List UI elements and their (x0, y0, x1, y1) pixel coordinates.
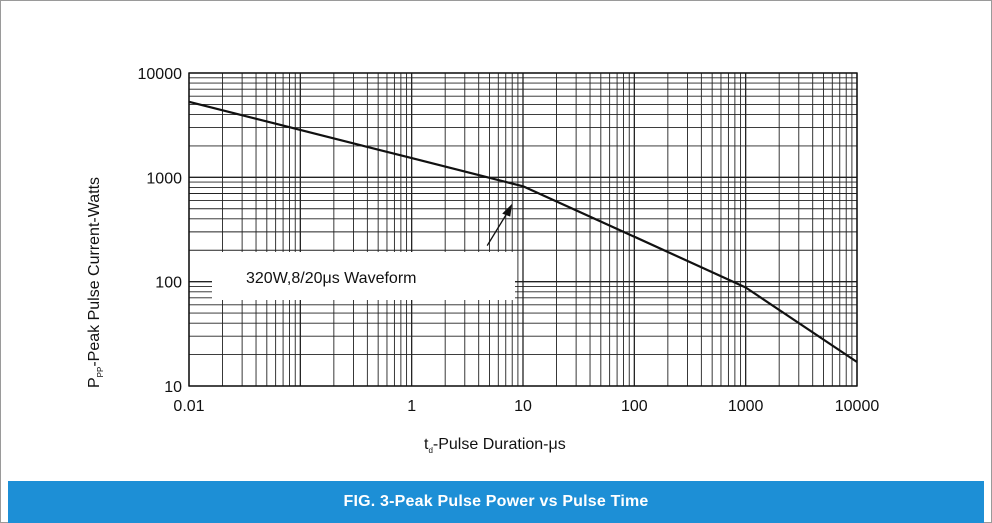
y-axis-title: PPP-Peak Pulse Current-Watts (86, 177, 105, 388)
annotation-box (212, 252, 515, 300)
chart-series (188, 100, 858, 363)
plot-border (188, 72, 858, 387)
figure-caption-text: FIG. 3-Peak Pulse Power vs Pulse Time (343, 493, 649, 510)
figure-caption: FIG. 3-Peak Pulse Power vs Pulse Time (8, 481, 984, 523)
series-line (188, 100, 858, 363)
x-axis-title: td-Pulse Duration-μs (424, 436, 566, 455)
y-tick-label: 10 (164, 379, 182, 396)
y-tick-label: 100 (155, 275, 182, 292)
annotation-arrow (486, 203, 513, 246)
x-tick-label: 0.01 (173, 398, 204, 415)
annotation-label-group: 320W,8/20μs Waveform (212, 252, 515, 300)
x-tick-label: 10000 (835, 398, 880, 415)
x-tick-label: 100 (621, 398, 648, 415)
y-tick-label: 10000 (138, 66, 183, 83)
annotation-arrow-shaft (486, 209, 510, 246)
chart-axes: 0.01 1 10 100 1000 10000 10 100 1000 10000 (138, 66, 880, 415)
y-tick-label: 1000 (146, 170, 182, 187)
x-tick-label: 10 (514, 398, 532, 415)
annotation-arrow-head (502, 203, 513, 217)
chart: 0.01 1 10 100 1000 10000 10 100 1000 10000 320W,8… (86, 66, 880, 455)
annotation-label: 320W,8/20μs Waveform (246, 270, 416, 287)
x-tick-label: 1 (407, 398, 416, 415)
chart-grid (188, 72, 858, 387)
x-tick-label: 1000 (728, 398, 764, 415)
